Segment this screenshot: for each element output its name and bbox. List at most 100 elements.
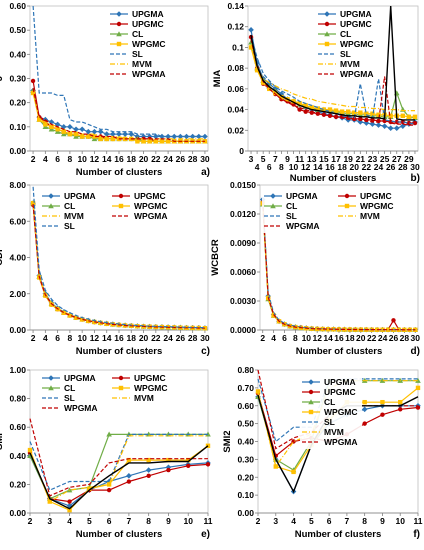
x-tick-label: 29 (404, 154, 414, 164)
data-point-wpgmc (297, 101, 302, 106)
legend-label: SL (64, 221, 75, 231)
x-tick-label: 22 (362, 162, 372, 172)
data-point-wpgmc (67, 313, 73, 318)
legend-label: WPGMA (64, 403, 98, 413)
x-tick-label: 10 (395, 516, 405, 526)
x-tick-label: 30 (410, 162, 420, 172)
x-tick-label: 23 (368, 154, 378, 164)
legend-label: WPGMA (340, 69, 374, 79)
x-tick-label: 10 (302, 333, 312, 343)
data-point-wpgmc (55, 127, 60, 132)
data-point-wpgmc (412, 114, 418, 120)
y-axis-label: CDI (0, 249, 5, 265)
series-line-wpgma (32, 88, 205, 142)
data-point-upgmc (391, 318, 396, 323)
data-point-wpgmc (27, 447, 33, 453)
x-tick-label: 7 (127, 516, 132, 526)
series-line-upgmc (250, 36, 415, 124)
data-point-upgma (381, 123, 388, 129)
legend-marker-cl (116, 31, 122, 37)
legend-marker-wpgmc (118, 203, 124, 209)
panel-label: a) (201, 167, 210, 178)
data-point-upgma (91, 128, 98, 135)
x-tick-label: 4 (291, 516, 296, 526)
legend-marker-wpgmc (118, 385, 124, 391)
x-tick-label: 24 (378, 333, 388, 343)
x-tick-label: 7 (345, 516, 350, 526)
y-tick-label: 0.50 (237, 419, 254, 429)
legend-marker-upgmc (324, 21, 330, 27)
data-point-cl (66, 487, 73, 493)
x-tick-label: 26 (176, 333, 186, 343)
legend-box (40, 189, 182, 233)
data-point-wpgmc (248, 45, 254, 50)
x-tick-label: 18 (127, 333, 137, 343)
data-point-wpgmc (400, 113, 406, 118)
x-tick-label: 13 (307, 154, 317, 164)
x-tick-label: 22 (367, 333, 377, 343)
y-tick-label: 0.10 (237, 490, 254, 500)
chart-panel-5: 0.00 0.20 0.40 0.60 0.80 1.00 2 3 4 5 6 7 8 9 10 11 Numb… (0, 365, 213, 540)
data-point-wpgmc (202, 325, 208, 331)
legend-marker-upgma (324, 11, 330, 17)
y-tick-label: 0.0030 (230, 296, 256, 306)
data-point-upgmc (30, 78, 36, 84)
y-tick-label: 0.40 (237, 437, 254, 447)
data-point-wpgmc (61, 129, 66, 134)
data-point-wpgmc (79, 317, 85, 322)
x-tick-label: 21 (356, 154, 366, 164)
data-point-upgmc (412, 120, 418, 126)
data-point-wpgmc (79, 134, 85, 139)
data-point-wpgmc (153, 139, 159, 144)
legend-marker-upgma (270, 193, 276, 199)
data-point-wpgmc (362, 399, 367, 405)
x-tick-label: 25 (380, 154, 390, 164)
series-line-sl (32, 5, 205, 138)
x-tick-label: 26 (389, 333, 399, 343)
x-tick-label: 10 (289, 162, 299, 172)
series-line-black (250, 5, 415, 121)
x-tick-label: 8 (279, 162, 284, 172)
x-axis-label: Number of clusters (76, 346, 163, 357)
legend-label: WPGMA (132, 69, 166, 79)
series-line-black (29, 445, 209, 510)
y-tick-label: 0.0150 (230, 180, 256, 190)
legend-marker-upgma (116, 11, 122, 17)
x-tick-label: 26 (386, 162, 396, 172)
x-tick-label: 28 (188, 333, 198, 343)
series-line-wpgma (262, 201, 416, 331)
legend-label: SL (64, 393, 75, 403)
legend-label: MVM (132, 59, 152, 69)
y-tick-label: 4.00 (9, 253, 26, 263)
x-tick-label: 11 (414, 516, 423, 526)
data-point-upgma (375, 122, 382, 128)
legend-label: MVM (324, 427, 344, 437)
y-tick-label: 0.60 (9, 422, 26, 432)
series-line-cl (29, 433, 208, 500)
legend-label: WPGMA (134, 211, 168, 221)
data-point-upgmc (106, 487, 112, 493)
legend-label: MVM (64, 211, 84, 221)
data-point-upgma (67, 124, 73, 130)
series-line-wpgmc (29, 445, 209, 511)
x-tick-label: 3 (47, 516, 52, 526)
data-point-wpgmc (202, 139, 208, 144)
data-point-wpgmc (147, 139, 152, 144)
data-point-wpgmc (205, 443, 211, 448)
x-tick-label: 2 (28, 516, 33, 526)
legend-label: UPGMA (64, 191, 96, 201)
x-tick-label: 10 (77, 333, 87, 343)
data-point-upgma (122, 131, 128, 137)
data-point-wpgmc (406, 114, 412, 120)
x-tick-label: 11 (295, 154, 304, 164)
x-tick-label: 5 (87, 516, 92, 526)
x-tick-label: 5 (261, 154, 266, 164)
x-tick-label: 4 (43, 333, 48, 343)
x-tick-label: 30 (200, 333, 210, 343)
data-point-upgmc (126, 479, 132, 484)
x-tick-label: 6 (282, 333, 287, 343)
legend-label: CL (64, 383, 75, 393)
legend-marker-cl (324, 31, 330, 37)
